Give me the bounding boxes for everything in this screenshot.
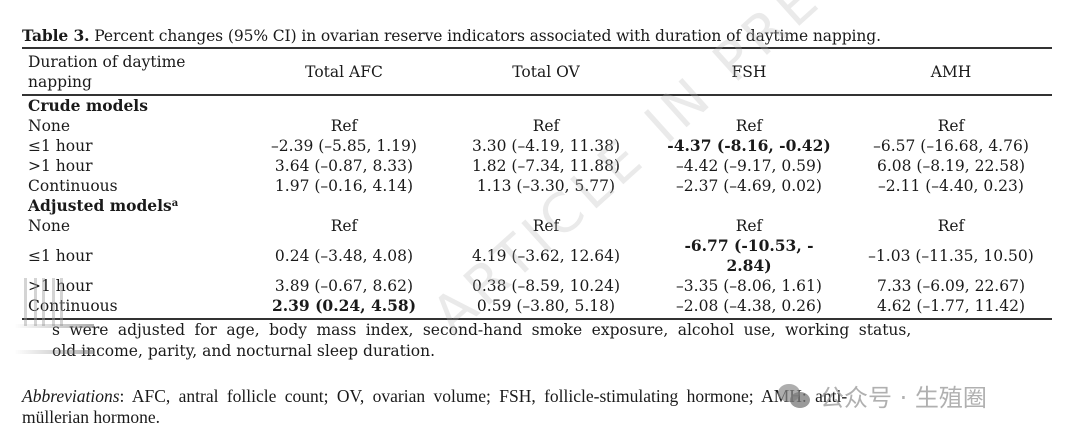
section-title: Crude models	[28, 96, 148, 115]
cell-ov: 0.59 (–3.80, 5.18)	[476, 297, 616, 315]
cell-amh: 4.62 (–1.77, 11.42)	[876, 297, 1026, 315]
row-label: ≤1 hour	[28, 137, 93, 155]
cell-afc: 0.24 (–3.48, 4.08)	[274, 247, 414, 265]
cell-ov: 1.82 (–7.34, 11.88)	[471, 157, 621, 175]
table-page: Table 3. Percent changes (95% CI) in ova…	[22, 26, 1052, 427]
cell-fsh: –4.42 (–9.17, 0.59)	[676, 157, 822, 175]
cell-ov: 4.19 (–3.62, 12.64)	[471, 247, 621, 265]
row-label: Continuous	[28, 297, 118, 315]
cell-amh: Ref	[937, 217, 965, 235]
abbreviations-text: : AFC, antral follicle count; OV, ovaria…	[119, 386, 848, 406]
cell-amh: –6.57 (–16.68, 4.76)	[873, 137, 1029, 155]
cell-amh: Ref	[937, 117, 965, 135]
cell-afc: Ref	[330, 217, 358, 235]
table-caption: Table 3. Percent changes (95% CI) in ova…	[22, 26, 1052, 46]
footnote-line2: old income, parity, and nocturnal sleep …	[52, 342, 436, 360]
row-label: None	[28, 217, 71, 235]
cell-fsh: Ref	[735, 217, 763, 235]
header-amh: AMH	[930, 63, 972, 81]
table-caption-text: Percent changes (95% CI) in ovarian rese…	[89, 27, 881, 45]
cell-ov: 1.13 (–3.30, 5.77)	[476, 177, 616, 195]
header-total-ov: Total OV	[512, 63, 580, 81]
cell-afc-significant: 2.39 (0.24, 4.58)	[271, 296, 417, 315]
table-header-rule	[22, 94, 1052, 96]
table-caption-label: Table 3.	[22, 26, 90, 45]
cell-afc: Ref	[330, 117, 358, 135]
abbreviations-note: Abbreviations: AFC, antral follicle coun…	[22, 386, 1022, 428]
cell-ov: 0.38 (–8.59, 10.24)	[471, 277, 621, 295]
header-total-afc: Total AFC	[305, 63, 383, 81]
row-label: >1 hour	[28, 277, 93, 295]
header-duration-line1: Duration of daytime	[28, 53, 186, 71]
cell-ov: Ref	[532, 217, 560, 235]
abbreviations-line2: müllerian hormone.	[22, 407, 161, 427]
cell-fsh-significant: -4.37 (-8.16, -0.42)	[667, 136, 831, 155]
row-label: ≤1 hour	[28, 247, 93, 265]
abbreviations-line1: Abbreviations: AFC, antral follicle coun…	[22, 386, 1022, 407]
cell-amh: 7.33 (–6.09, 22.67)	[876, 277, 1026, 295]
cell-fsh-significant-line2: 2.84)	[726, 256, 772, 275]
table-top-rule	[22, 47, 1052, 49]
section-title: Adjusted models	[28, 196, 172, 215]
cell-afc: 1.97 (–0.16, 4.14)	[274, 177, 414, 195]
cell-ov: Ref	[532, 117, 560, 135]
cell-afc: 3.89 (–0.67, 8.62)	[274, 277, 414, 295]
cell-fsh-significant-line1: -6.77 (-10.53, -	[684, 236, 814, 255]
cell-afc: –2.39 (–5.85, 1.19)	[271, 137, 417, 155]
cell-fsh: Ref	[735, 117, 763, 135]
footnote-line1: s were adjusted for age, body mass index…	[52, 321, 912, 339]
row-label: None	[28, 117, 71, 135]
table-footnote: s were adjusted for age, body mass index…	[52, 320, 1052, 362]
section-crude-models: Crude models	[28, 96, 148, 116]
header-duration-line2: napping	[28, 73, 92, 91]
cell-fsh: –2.08 (–4.38, 0.26)	[676, 297, 822, 315]
table-bottom-rule	[22, 318, 1052, 320]
section-adjusted-models: Adjusted modelsa	[28, 196, 178, 216]
abbreviations-label: Abbreviations	[22, 386, 120, 406]
cell-amh: –2.11 (–4.40, 0.23)	[878, 177, 1024, 195]
cell-amh: –1.03 (–11.35, 10.50)	[868, 247, 1034, 265]
row-label: >1 hour	[28, 157, 93, 175]
footnote-marker: a	[171, 198, 179, 209]
cell-ov: 3.30 (–4.19, 11.38)	[471, 137, 621, 155]
row-label: Continuous	[28, 177, 118, 195]
cell-fsh: –3.35 (–8.06, 1.61)	[676, 277, 822, 295]
header-fsh: FSH	[731, 63, 767, 81]
cell-afc: 3.64 (–0.87, 8.33)	[274, 157, 414, 175]
cell-fsh: –2.37 (–4.69, 0.02)	[676, 177, 822, 195]
cell-amh: 6.08 (–8.19, 22.58)	[876, 157, 1026, 175]
